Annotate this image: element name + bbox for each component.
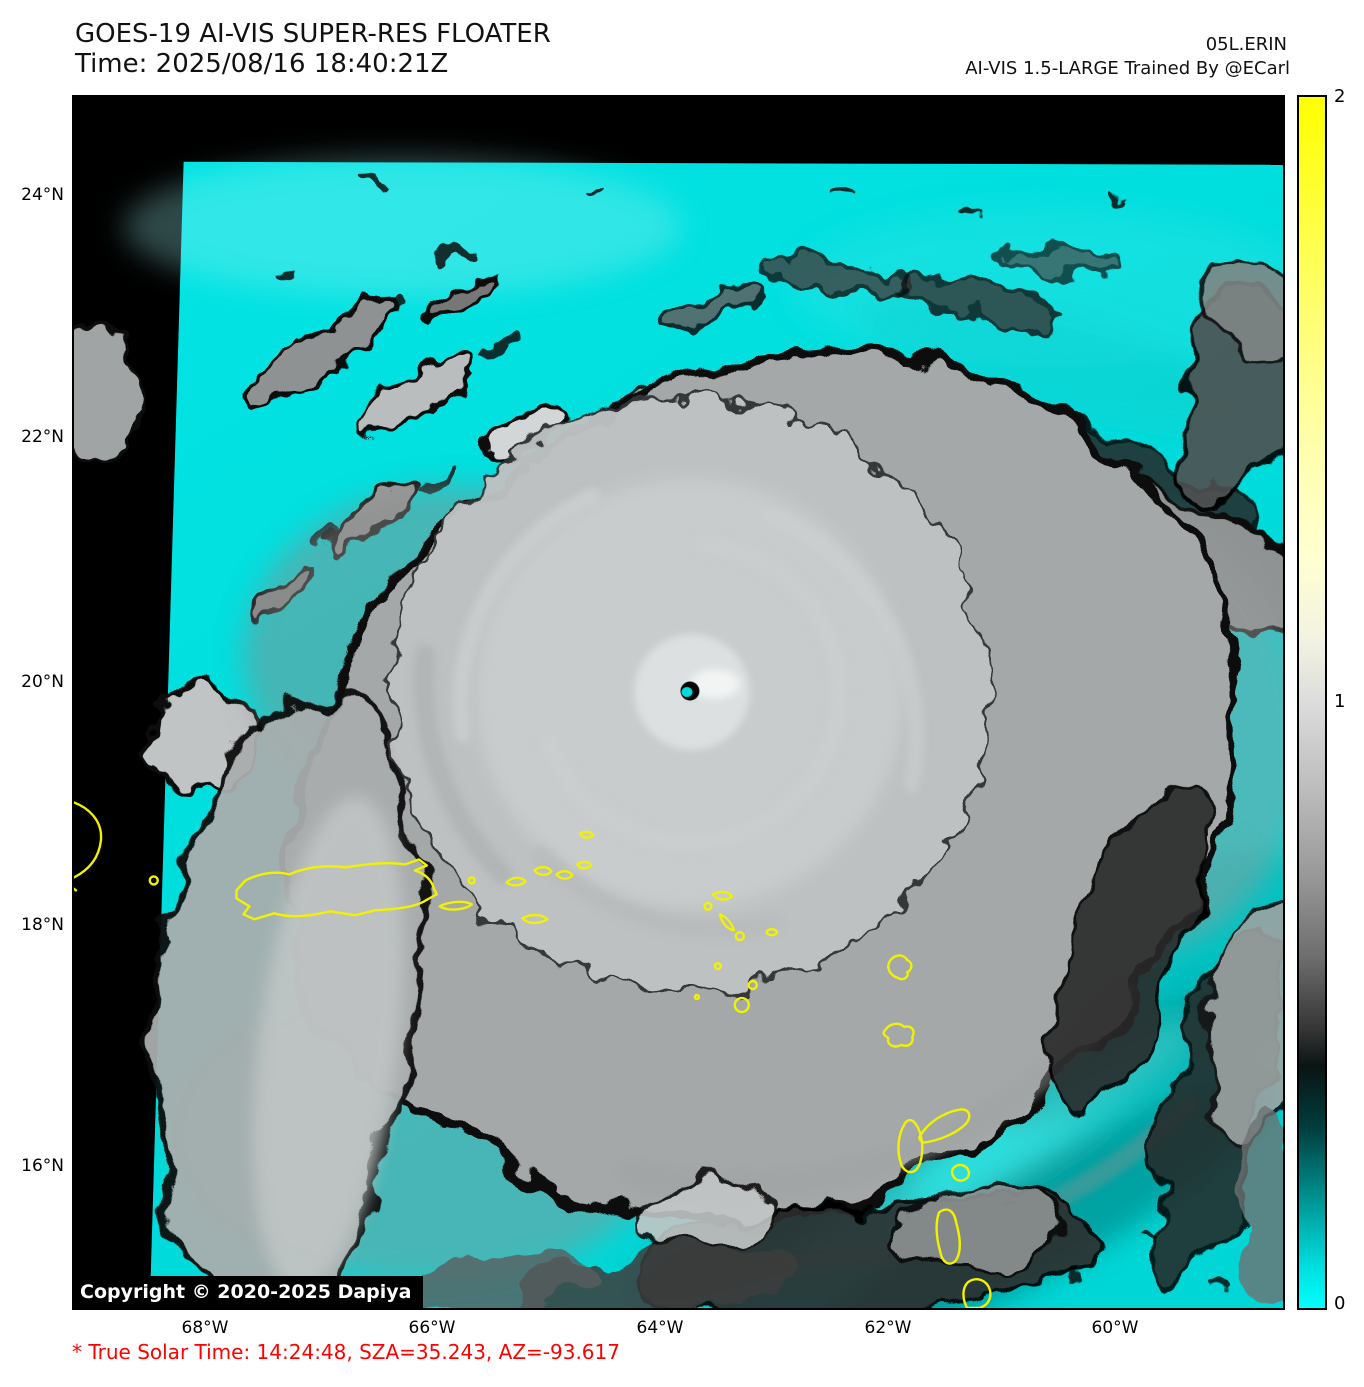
virgin-islands bbox=[533, 866, 553, 876]
lat-label-16n: 16°N bbox=[21, 1156, 64, 1176]
timestamp-line: Time: 2025/08/16 18:40:21Z bbox=[75, 49, 449, 79]
satellite-map-frame bbox=[72, 95, 1285, 1310]
south-cloud-band bbox=[414, 1179, 1093, 1308]
guadeloupe-grande-terre bbox=[918, 1108, 971, 1144]
marie-galante-island bbox=[950, 1163, 971, 1182]
dominica-island bbox=[935, 1208, 962, 1265]
small-island bbox=[765, 928, 778, 937]
colorbar bbox=[1297, 95, 1327, 1310]
storm-id-label: 05L.ERIN bbox=[1205, 34, 1287, 55]
saba-island bbox=[713, 961, 723, 971]
lat-label-20n: 20°N bbox=[21, 672, 64, 692]
martinique-island bbox=[962, 1278, 992, 1308]
model-credit-label: AI-VIS 1.5-LARGE Trained By @ECarl bbox=[965, 58, 1290, 79]
puerto-rico-coastline bbox=[235, 858, 438, 921]
solar-time-note: * True Solar Time: 14:24:48, SZA=35.243,… bbox=[72, 1340, 620, 1364]
lon-label-64w: 64°W bbox=[636, 1318, 684, 1338]
lon-label-66w: 66°W bbox=[408, 1318, 456, 1338]
virgin-islands bbox=[505, 876, 527, 887]
st-kitts-island bbox=[718, 913, 736, 932]
west-cloud-band bbox=[150, 678, 427, 1308]
lon-label-68w: 68°W bbox=[181, 1318, 229, 1338]
colorbar-tick-mid: 1 bbox=[1334, 691, 1346, 712]
hispaniola-coastline bbox=[74, 801, 103, 879]
coastline-overlay bbox=[74, 801, 992, 1308]
hispaniola-coastline-south bbox=[74, 887, 78, 892]
satellite-image bbox=[74, 97, 1283, 1308]
st-martin-island bbox=[703, 901, 713, 912]
mona-island bbox=[148, 875, 159, 886]
lat-label-22n: 22°N bbox=[21, 427, 64, 447]
montserrat-island bbox=[733, 996, 750, 1014]
southeast-cloud-streaks bbox=[1049, 785, 1283, 1303]
vieques-island bbox=[438, 900, 473, 911]
virgin-islands bbox=[555, 869, 574, 880]
lon-label-62w: 62°W bbox=[864, 1318, 912, 1338]
anguilla-island bbox=[711, 890, 734, 901]
barbuda-island bbox=[887, 954, 913, 981]
copyright-label: Copyright © 2020-2025 Dapiya bbox=[72, 1276, 424, 1309]
st-croix-island bbox=[521, 913, 549, 925]
culebra-island bbox=[467, 876, 476, 885]
colorbar-tick-max: 2 bbox=[1334, 86, 1346, 107]
page-title: GOES-19 AI-VIS SUPER-RES FLOATER bbox=[75, 19, 551, 49]
lon-label-60w: 60°W bbox=[1091, 1318, 1139, 1338]
guadeloupe-basse-terre bbox=[897, 1118, 924, 1174]
nevis-island bbox=[734, 931, 745, 942]
antigua-island bbox=[882, 1022, 915, 1048]
lat-label-18n: 18°N bbox=[21, 915, 64, 935]
small-island bbox=[747, 979, 758, 991]
hurricane-eye bbox=[680, 681, 700, 701]
small-island bbox=[693, 993, 701, 1001]
colorbar-tick-min: 0 bbox=[1334, 1293, 1346, 1314]
lat-label-24n: 24°N bbox=[21, 185, 64, 205]
virgin-islands bbox=[576, 860, 593, 870]
anegada-island bbox=[579, 830, 595, 839]
